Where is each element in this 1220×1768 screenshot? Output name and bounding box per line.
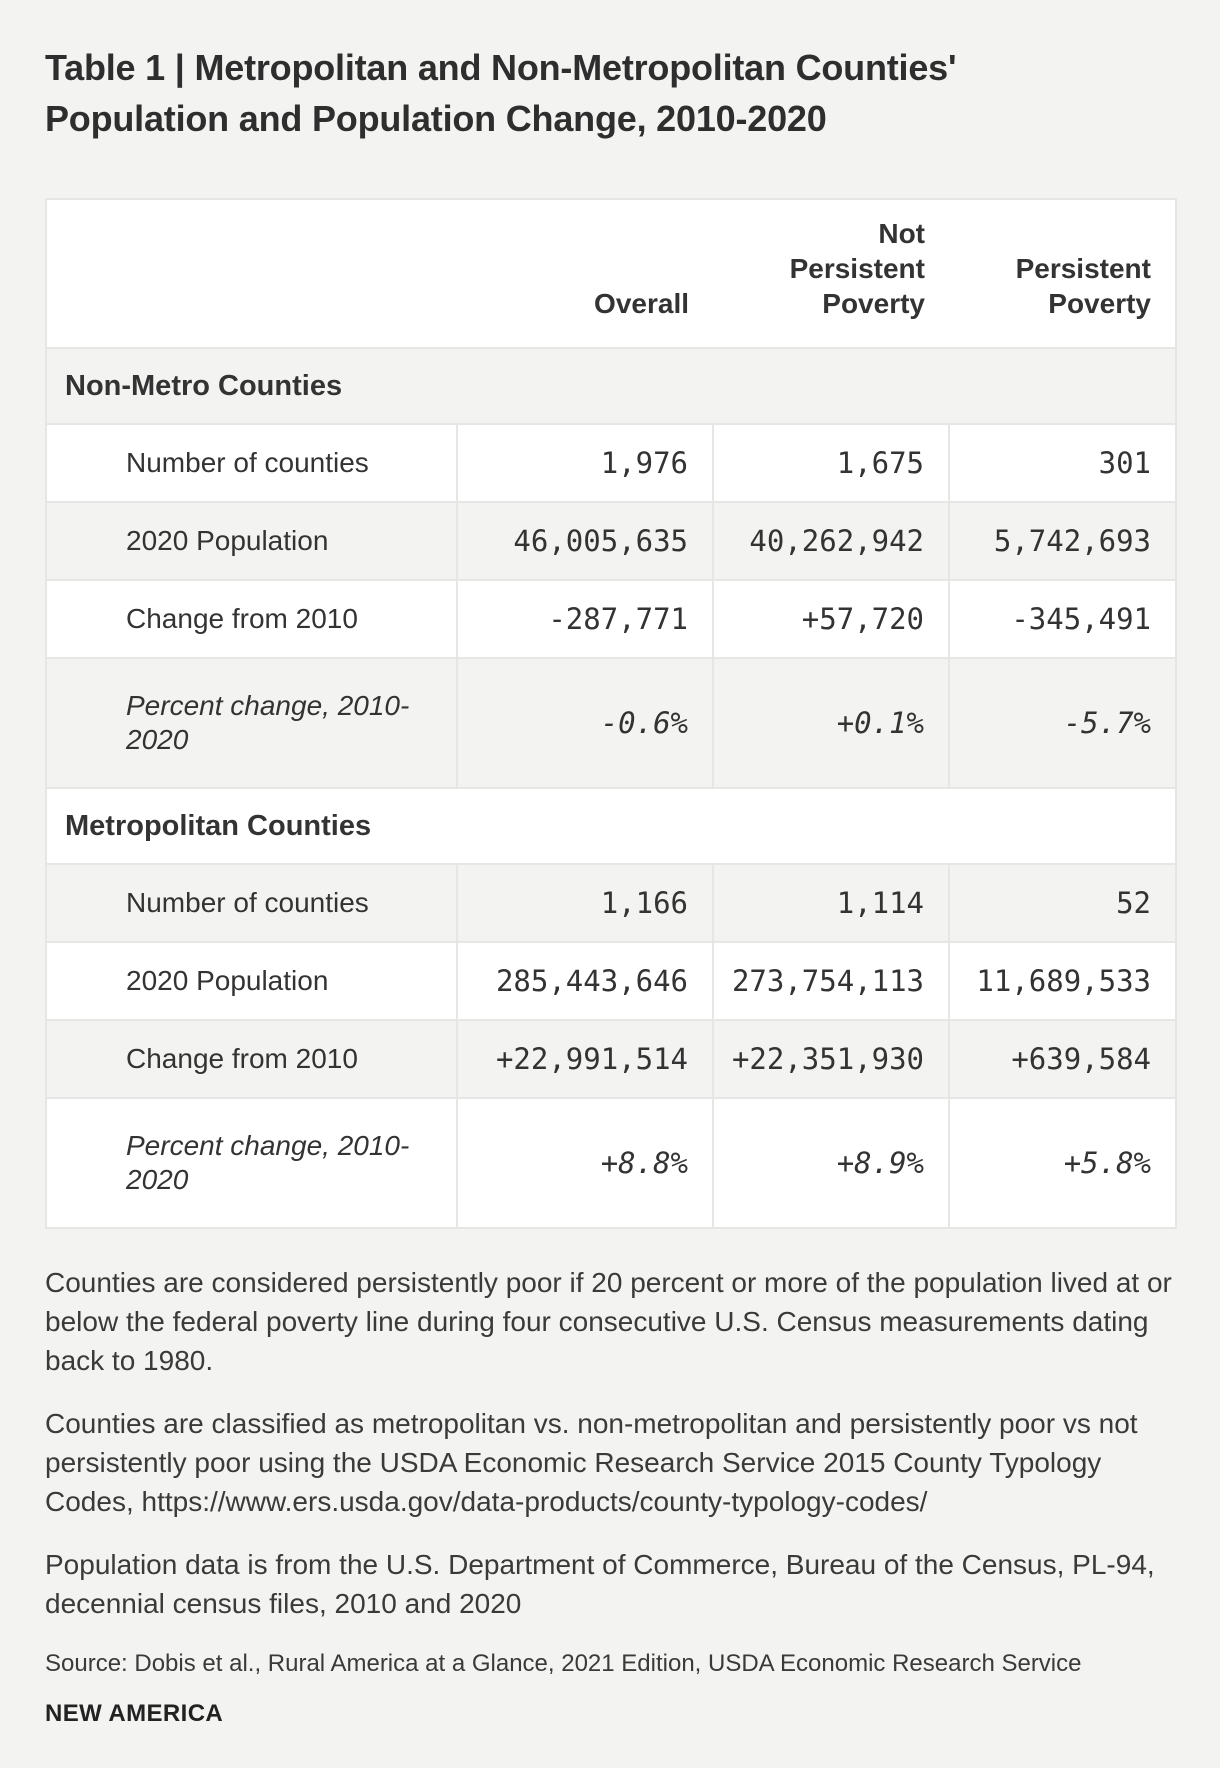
cell-not-persistent-poverty: 1,675	[712, 423, 949, 502]
source-text: Source: Dobis et al., Rural America at a…	[45, 1650, 1082, 1677]
cell-persistent-poverty: 301	[948, 423, 1176, 502]
table-row: Change from 2010 +22,991,514 +22,351,930…	[46, 1019, 1176, 1098]
cell-persistent-poverty: 5,742,693	[948, 501, 1176, 580]
cell-overall: -0.6%	[456, 657, 713, 788]
indent-spacer	[46, 941, 94, 1020]
table-header-row: Overall Not Persistent Poverty Persisten…	[46, 199, 1176, 348]
row-label: Number of counties	[94, 423, 457, 502]
indent-spacer	[46, 501, 94, 580]
row-label: 2020 Population	[94, 941, 457, 1020]
cell-overall: 1,166	[456, 863, 713, 942]
cell-not-persistent-poverty: 273,754,113	[712, 941, 949, 1020]
cell-not-persistent-poverty: +22,351,930	[712, 1019, 949, 1098]
table-row: Number of counties 1,166 1,114 52	[46, 863, 1176, 942]
indent-spacer	[46, 579, 94, 658]
cell-overall: +8.8%	[456, 1097, 713, 1228]
indent-spacer	[46, 1097, 94, 1228]
section-row-metropolitan: Metropolitan Counties	[46, 787, 1176, 864]
cell-not-persistent-poverty: 1,114	[712, 863, 949, 942]
table-row: Change from 2010 -287,771 +57,720 -345,4…	[46, 579, 1176, 658]
cell-overall: -287,771	[456, 579, 713, 658]
cell-overall: 285,443,646	[456, 941, 713, 1020]
row-label: Number of counties	[94, 863, 457, 942]
cell-persistent-poverty: -345,491	[948, 579, 1176, 658]
section-row-non-metro: Non-Metro Counties	[46, 347, 1176, 424]
cell-overall: 1,976	[456, 423, 713, 502]
cell-overall: +22,991,514	[456, 1019, 713, 1098]
indent-spacer	[46, 1019, 94, 1098]
indent-spacer	[46, 863, 94, 942]
column-header-overall: Overall	[457, 199, 713, 348]
section-label: Non-Metro Counties	[46, 347, 1176, 424]
cell-persistent-poverty: -5.7%	[948, 657, 1176, 788]
indent-spacer	[46, 657, 94, 788]
cell-persistent-poverty: +639,584	[948, 1019, 1176, 1098]
indent-spacer	[46, 423, 94, 502]
population-table: Overall Not Persistent Poverty Persisten…	[45, 198, 1177, 1229]
row-label: Percent change, 2010-2020	[94, 657, 457, 788]
page-title: Table 1 | Metropolitan and Non-Metropoli…	[45, 47, 957, 139]
table-notes: Counties are considered persistently poo…	[45, 1263, 1180, 1623]
cell-not-persistent-poverty: 40,262,942	[712, 501, 949, 580]
cell-persistent-poverty: +5.8%	[948, 1097, 1176, 1228]
page: Table 1 | Metropolitan and Non-Metropoli…	[0, 42, 1220, 1729]
note-paragraph-population-data: Population data is from the U.S. Departm…	[45, 1549, 1155, 1619]
section-label: Metropolitan Counties	[46, 787, 1176, 864]
cell-overall: 46,005,635	[456, 501, 713, 580]
cell-not-persistent-poverty: +0.1%	[712, 657, 949, 788]
cell-persistent-poverty: 52	[948, 863, 1176, 942]
note-paragraph-classification: Counties are classified as metropolitan …	[45, 1408, 1138, 1517]
column-header-persistent-poverty: Persistent Poverty	[949, 199, 1176, 348]
column-header-not-persistent-poverty: Not Persistent Poverty	[713, 199, 949, 348]
table-row: Percent change, 2010-2020 +8.8% +8.9% +5…	[46, 1097, 1176, 1228]
note-paragraph-poverty-definition: Counties are considered persistently poo…	[45, 1267, 1172, 1376]
table-row: Percent change, 2010-2020 -0.6% +0.1% -5…	[46, 657, 1176, 788]
row-label: 2020 Population	[94, 501, 457, 580]
cell-not-persistent-poverty: +57,720	[712, 579, 949, 658]
table-row: 2020 Population 46,005,635 40,262,942 5,…	[46, 501, 1176, 580]
brand-logo: NEW AMERICA	[45, 1700, 224, 1727]
row-label: Change from 2010	[94, 579, 457, 658]
row-label: Percent change, 2010-2020	[94, 1097, 457, 1228]
row-label: Change from 2010	[94, 1019, 457, 1098]
header-empty-cell	[46, 199, 457, 348]
table-row: 2020 Population 285,443,646 273,754,113 …	[46, 941, 1176, 1020]
cell-not-persistent-poverty: +8.9%	[712, 1097, 949, 1228]
cell-persistent-poverty: 11,689,533	[948, 941, 1176, 1020]
table-row: Number of counties 1,976 1,675 301	[46, 423, 1176, 502]
